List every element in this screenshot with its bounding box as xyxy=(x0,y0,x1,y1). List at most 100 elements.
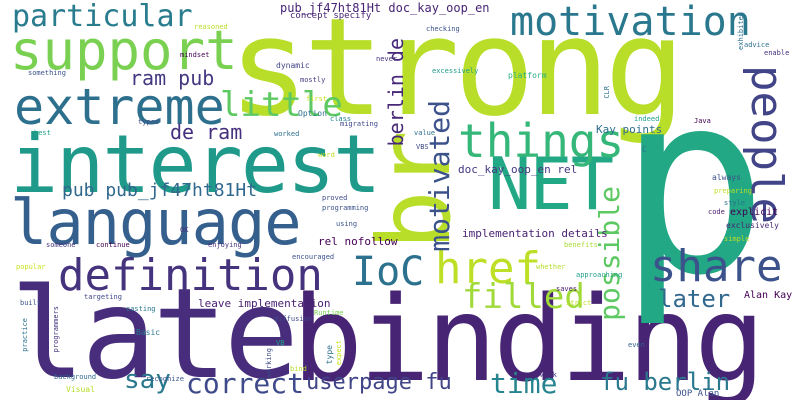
word-something: something xyxy=(28,69,66,77)
word-best: best xyxy=(34,129,51,137)
word-NET: NET xyxy=(488,142,614,226)
word-people: people xyxy=(741,65,792,224)
word-whether: whether xyxy=(536,263,566,271)
word-java: Java xyxy=(694,117,711,125)
word-pub-doc: pub_jf47ht81Ht doc_kay_oop_en xyxy=(280,1,490,15)
word-word: word xyxy=(318,151,335,159)
word-concept-specify: concept specify xyxy=(290,11,372,21)
word-proved: proved xyxy=(322,194,348,202)
word-support: support xyxy=(10,19,238,82)
word-strong: strong xyxy=(228,0,686,146)
word-background: background xyxy=(54,373,97,381)
word-extreme: extreme xyxy=(14,78,225,136)
word-clr: CLR xyxy=(603,86,611,99)
word-even: even xyxy=(628,341,645,349)
word-class: class xyxy=(330,115,352,123)
word-say: say xyxy=(124,365,171,395)
word-migrating: migrating xyxy=(340,120,378,128)
word-enable: enable xyxy=(764,49,790,57)
word-leave-implementation: leave implementation xyxy=(198,297,331,310)
word-style: style xyxy=(724,199,746,207)
word-ram-pub: ram pub xyxy=(130,66,215,90)
word-interest: interest xyxy=(10,118,381,211)
word-vb: VB xyxy=(276,339,285,347)
word-basic: Basic xyxy=(136,328,161,337)
word-little: little xyxy=(220,85,343,125)
word-encouraged: encouraged xyxy=(292,253,335,261)
word-visual: Visual xyxy=(66,385,95,394)
word-programming: programming xyxy=(322,204,369,212)
word-programmers: programmers xyxy=(52,306,60,353)
word-oop-alan: OOP Alan xyxy=(676,389,720,399)
word-built: built xyxy=(20,299,42,307)
word-excessively: excessively xyxy=(432,67,479,75)
word-p: p xyxy=(618,39,769,330)
word-filled: filled xyxy=(462,277,585,317)
word-practice: practice xyxy=(21,318,29,352)
word-ok: OK xyxy=(180,226,189,234)
word-checking: checking xyxy=(426,25,460,33)
word-particular: particular xyxy=(12,0,193,34)
word-de-ram: de ram xyxy=(170,120,243,144)
word-mindset: mindset xyxy=(180,51,210,59)
word-preparing: preparing xyxy=(714,187,752,195)
word-motivation: motivation xyxy=(510,0,751,45)
word-popular: popular xyxy=(16,263,46,271)
word-motivated: motivated xyxy=(423,100,456,252)
word-implementation-details: implementation details xyxy=(462,227,608,240)
word-later: later xyxy=(658,285,731,313)
word-never: never xyxy=(376,55,398,63)
word-time: time xyxy=(490,367,558,400)
word-fu-berlin: fu berlin xyxy=(600,368,731,396)
word-reasoned: reasoned xyxy=(194,23,228,31)
word-working: working xyxy=(265,348,273,378)
word-vbs: VBS xyxy=(416,143,429,151)
word-alan-kay: Alan Kay xyxy=(744,290,793,301)
word-benefits: benefits xyxy=(564,241,598,249)
word-typed: typed xyxy=(138,118,160,126)
word-approaching: approaching xyxy=(576,271,623,279)
word-rel-nofollow: rel nofollow xyxy=(318,235,398,248)
word-pub-pub: pub pub_jf47ht81Ht xyxy=(62,180,258,201)
word-type: type xyxy=(325,345,334,365)
word-href: href xyxy=(435,243,541,294)
word-possible: possible xyxy=(593,186,626,321)
word-late: late xyxy=(10,262,299,400)
word-platform: platform xyxy=(508,71,547,80)
word-casting: casting xyxy=(126,305,156,313)
word-targeting: targeting xyxy=(84,293,122,301)
word-saves: saves xyxy=(556,285,578,293)
word-enjoying: enjoying xyxy=(208,241,242,249)
word-code: code xyxy=(708,208,725,216)
word-first: first xyxy=(306,95,328,103)
word-recognize: recognize xyxy=(146,375,184,383)
word-always: always xyxy=(712,173,741,182)
word-diffusion: diffusion xyxy=(274,315,312,323)
word-work: work xyxy=(540,371,557,379)
word-bind: bind xyxy=(290,365,307,373)
word-option: Option xyxy=(298,109,327,118)
word-exhibited: exhibited xyxy=(737,12,745,50)
word-language: language xyxy=(10,186,302,259)
word-kay-points: Kay points xyxy=(596,123,663,136)
word-runtime: Runtime xyxy=(314,309,344,317)
word-worked: worked xyxy=(274,130,300,138)
word-strict: Strict xyxy=(566,299,592,307)
word-exclusively: exclusively xyxy=(726,221,779,230)
word-continue: continue xyxy=(96,241,130,249)
word-doc-kay-rel: doc_kay_oop_en rel xyxy=(458,163,578,176)
word-definition: definition xyxy=(58,250,323,301)
word-things: things xyxy=(458,114,625,168)
word-IoC: IoC xyxy=(352,249,425,295)
word-correct: correct xyxy=(186,367,305,400)
word-mostly: mostly xyxy=(300,76,326,84)
word-advice: advice xyxy=(744,41,770,49)
word-expect: expect xyxy=(335,340,343,366)
word-share: share xyxy=(650,241,783,292)
word-binding: binding xyxy=(292,270,765,400)
word-c: C xyxy=(642,145,647,154)
word-simple: simple xyxy=(724,235,750,243)
word-dynamic: dynamic xyxy=(276,61,310,70)
word-someone: someone xyxy=(46,241,76,249)
word-indeed: indeed xyxy=(634,115,660,123)
